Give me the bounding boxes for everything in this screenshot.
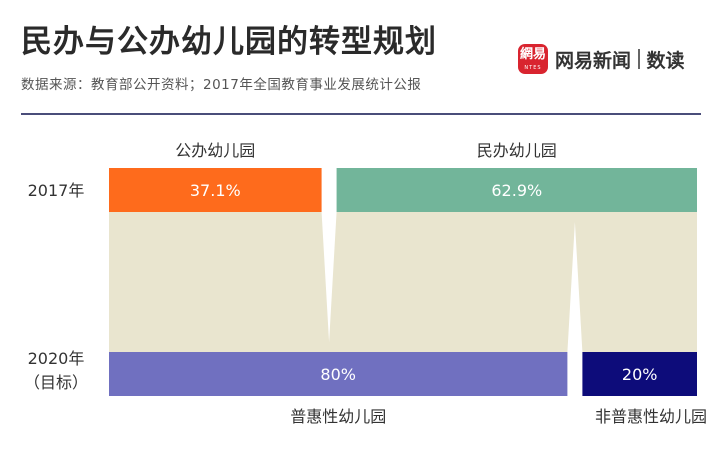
chart-title: 民办与公办幼儿园的转型规划 (21, 24, 437, 60)
row-2017-bar-2 (336, 168, 697, 212)
row-2020-value-label-2: 20% (622, 365, 658, 384)
logo-subtext: NTES (524, 65, 542, 71)
brand: 網易 NTES 网易新闻 数读 (518, 44, 685, 74)
brand-product: 数读 (646, 49, 685, 72)
flow-band-group (109, 212, 697, 352)
netease-logo-icon: 網易 NTES (518, 44, 548, 74)
brand-name: 网易新闻 (555, 49, 632, 72)
bottom-category-label-2: 非普惠性幼儿园 (595, 407, 707, 426)
row-2020-bar-1 (109, 352, 568, 396)
row-2017-value-label-2: 62.9% (491, 181, 542, 200)
top-category-label-1: 公办幼儿园 (175, 141, 255, 160)
row-label-2020: 2020年 (28, 349, 85, 368)
bar-group (109, 168, 697, 396)
row-2017-bar-1 (109, 168, 322, 212)
logo-text: 網易 (519, 47, 546, 62)
brand-separator (638, 49, 640, 69)
row-2017-value-label-1: 37.1% (190, 181, 241, 200)
chart-subtitle: 数据来源：教育部公开资料；2017年全国教育事业发展统计公报 (21, 77, 422, 93)
flow-band (109, 212, 697, 352)
row-label-2017: 2017年 (28, 181, 85, 200)
row-2020-value-label-1: 80% (320, 365, 356, 384)
row-2020-bar-2 (582, 352, 697, 396)
header-divider (21, 113, 701, 115)
row-label-2020-target: （目标） (24, 373, 88, 392)
bottom-category-label-1: 普惠性幼儿园 (290, 407, 386, 426)
top-category-label-2: 民办幼儿园 (477, 141, 557, 160)
